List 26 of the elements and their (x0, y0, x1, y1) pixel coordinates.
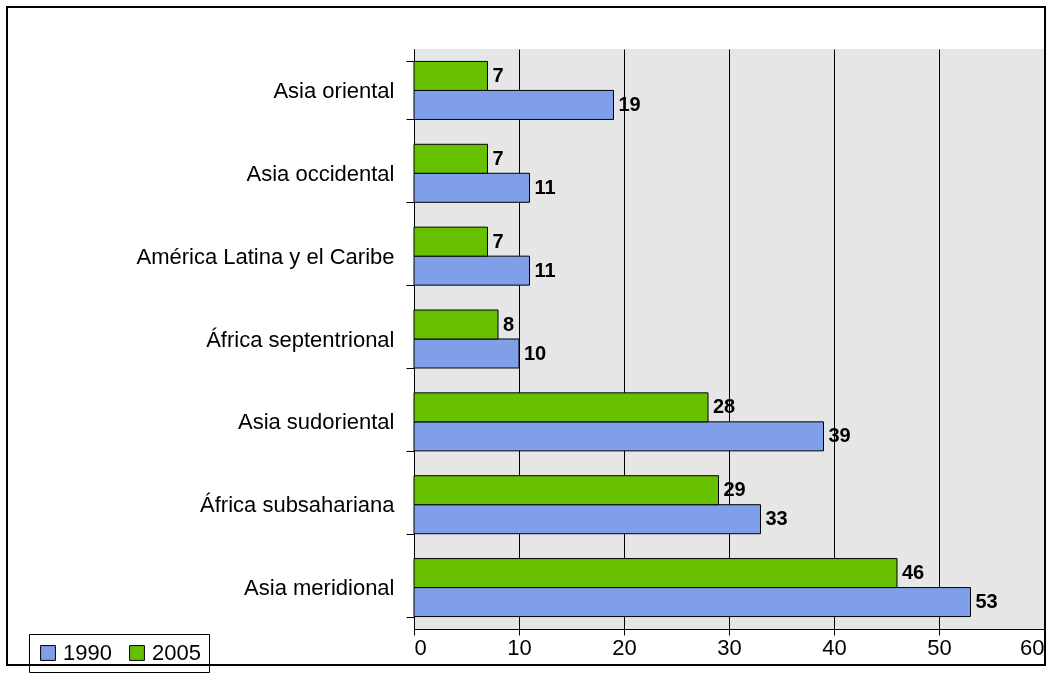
data-label: 46 (902, 561, 925, 584)
data-label: 11 (534, 258, 556, 281)
data-label: 7 (492, 229, 504, 252)
data-label: 8 (503, 312, 515, 335)
x-tick-label: 60 (1020, 634, 1045, 660)
y-tick-label: Asia meridional (244, 575, 395, 601)
x-tick-label: 40 (822, 634, 847, 660)
y-tick-label: África subsahariana (200, 492, 396, 518)
y-tick-label: Asia occidental (246, 160, 395, 186)
x-tick-label: 30 (717, 634, 742, 660)
y-tick-label: América Latina y el Caribe (136, 243, 395, 269)
legend-label: 1990 (63, 640, 112, 665)
y-tick-label: Asia oriental (273, 77, 395, 103)
data-label: 7 (492, 146, 504, 169)
data-label: 11 (534, 175, 556, 198)
data-label: 7 (492, 63, 504, 86)
x-tick-label: 20 (612, 634, 637, 660)
legend-label: 2005 (152, 640, 201, 665)
data-label: 53 (975, 590, 998, 613)
x-tick-label: 10 (507, 634, 532, 660)
y-tick-label: África septentrional (206, 326, 395, 352)
x-tick-label: 50 (927, 634, 952, 660)
data-label: 33 (765, 507, 788, 530)
x-tick-label: 0 (414, 634, 427, 660)
data-label: 10 (524, 341, 547, 364)
y-tick-label: Asia sudoriental (237, 409, 395, 435)
